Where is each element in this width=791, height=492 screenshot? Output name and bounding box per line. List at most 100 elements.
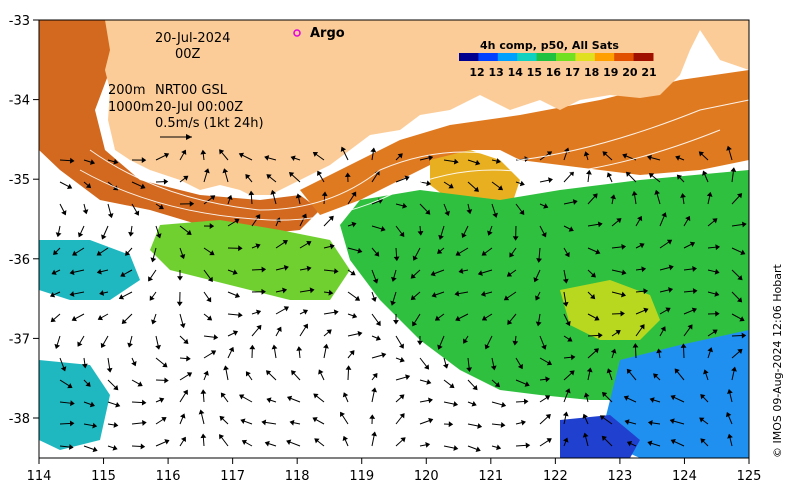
colorbar-title: 4h comp, p50, All Sats bbox=[480, 39, 619, 52]
sst-patch-lightgreen-mid bbox=[150, 220, 350, 300]
current-vector-head bbox=[340, 411, 345, 418]
current-vector-head bbox=[565, 320, 571, 327]
current-vector-head bbox=[737, 275, 743, 281]
current-vector-head bbox=[240, 418, 246, 425]
current-vector-head bbox=[234, 218, 240, 224]
current-vector-head bbox=[318, 369, 324, 375]
current-vector-head bbox=[437, 248, 443, 254]
current-vector-head bbox=[665, 307, 671, 313]
current-vector-head bbox=[128, 231, 134, 237]
current-vector-head bbox=[606, 368, 613, 374]
current-vector-head bbox=[431, 292, 437, 298]
current-vector-head bbox=[206, 315, 213, 321]
current-vector-head bbox=[162, 362, 168, 368]
current-vector-head bbox=[67, 383, 73, 389]
current-vector-head bbox=[404, 175, 410, 182]
current-vector-head bbox=[699, 417, 705, 423]
current-vector-head bbox=[354, 295, 361, 301]
current-vector-head bbox=[283, 265, 289, 271]
current-vector-head bbox=[487, 230, 493, 236]
current-vector-head bbox=[399, 356, 405, 363]
x-tick-label: 120 bbox=[414, 469, 439, 484]
current-vector-head bbox=[639, 324, 645, 330]
current-vector-head bbox=[333, 309, 339, 316]
current-vector-head bbox=[676, 174, 683, 180]
current-vector-head bbox=[99, 290, 105, 296]
current-vector-head bbox=[495, 158, 501, 164]
current-vector-head bbox=[453, 158, 459, 165]
current-vector-head bbox=[512, 340, 519, 346]
current-vector-head bbox=[238, 152, 245, 158]
colorbar-tick-label: 16 bbox=[546, 66, 562, 79]
current-vector-head bbox=[535, 295, 541, 301]
colorbar-segment bbox=[459, 53, 479, 61]
current-vector-head bbox=[141, 399, 147, 406]
current-vector-head bbox=[410, 273, 416, 279]
current-vector-head bbox=[125, 250, 131, 256]
current-vector-head bbox=[670, 439, 676, 445]
current-vector-head bbox=[115, 401, 121, 408]
colorbar-segment bbox=[594, 53, 615, 61]
current-vector-head bbox=[245, 173, 251, 180]
current-vector-head bbox=[523, 398, 529, 405]
current-vector-head bbox=[276, 326, 282, 332]
current-vector-head bbox=[345, 365, 352, 370]
current-vector-head bbox=[371, 387, 377, 393]
current-vector-head bbox=[740, 249, 746, 256]
current-vector-head bbox=[412, 255, 418, 261]
current-vector-head bbox=[461, 232, 467, 239]
current-vector-head bbox=[689, 241, 696, 247]
current-vector-head bbox=[621, 291, 627, 298]
current-vector-head bbox=[69, 157, 75, 164]
current-vector-head bbox=[120, 271, 126, 277]
current-vector-head bbox=[417, 231, 424, 236]
colorbar-tick-label: 14 bbox=[508, 66, 524, 79]
current-vector-head bbox=[647, 419, 653, 426]
current-vector-head bbox=[615, 330, 621, 335]
current-vector-head bbox=[186, 355, 191, 362]
current-vector-head bbox=[399, 394, 405, 400]
sst-patch-green-east bbox=[340, 170, 749, 400]
current-vector-head bbox=[85, 183, 92, 189]
current-vector-head bbox=[466, 367, 473, 373]
current-vector-head bbox=[198, 409, 205, 415]
current-vector-head bbox=[562, 411, 569, 417]
current-vector-head bbox=[283, 306, 289, 312]
current-vector-head bbox=[668, 264, 674, 271]
current-vector-head bbox=[72, 250, 78, 256]
current-vector-head bbox=[606, 172, 613, 178]
current-vector-head bbox=[286, 395, 293, 402]
current-vector-head bbox=[481, 315, 488, 321]
current-vector-head bbox=[180, 436, 186, 443]
current-vector-head bbox=[656, 348, 662, 354]
x-tick-label: 125 bbox=[737, 469, 762, 484]
current-vector-head bbox=[148, 276, 154, 282]
current-vector-head bbox=[666, 239, 673, 245]
current-vector-head bbox=[597, 221, 603, 228]
current-vector-head bbox=[391, 276, 397, 282]
current-vector-head bbox=[639, 242, 645, 249]
current-vector-head bbox=[381, 352, 387, 358]
colorbar-tick-label: 18 bbox=[584, 66, 599, 79]
current-vector-head bbox=[595, 249, 601, 255]
current-vector-head bbox=[141, 157, 147, 164]
current-vector-head bbox=[590, 294, 596, 300]
date-line1: 20-Jul-2024 bbox=[155, 31, 230, 46]
current-vector-head bbox=[521, 419, 526, 426]
current-vector-head bbox=[89, 159, 96, 165]
current-vector-head bbox=[509, 252, 515, 258]
sst-patch-darkblue-southeast bbox=[560, 415, 640, 458]
current-vector-head bbox=[425, 209, 431, 215]
current-vector-head bbox=[328, 289, 334, 296]
current-vector-head bbox=[370, 147, 377, 153]
current-vector-head bbox=[50, 317, 56, 323]
current-vector-head bbox=[220, 392, 226, 398]
current-vector-head bbox=[101, 234, 107, 240]
current-vector-head bbox=[181, 149, 187, 155]
current-vector-head bbox=[302, 309, 309, 315]
current-vector-head bbox=[209, 195, 216, 201]
current-vector-head bbox=[200, 389, 207, 394]
sst-patch-blue-southeast bbox=[600, 330, 749, 458]
current-vector-head bbox=[448, 183, 454, 189]
current-vector-head bbox=[112, 445, 118, 451]
